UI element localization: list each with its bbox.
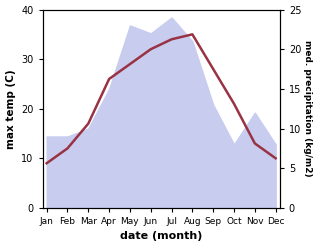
Y-axis label: med. precipitation (kg/m2): med. precipitation (kg/m2) — [303, 41, 313, 177]
Y-axis label: max temp (C): max temp (C) — [5, 69, 16, 148]
X-axis label: date (month): date (month) — [120, 231, 202, 242]
